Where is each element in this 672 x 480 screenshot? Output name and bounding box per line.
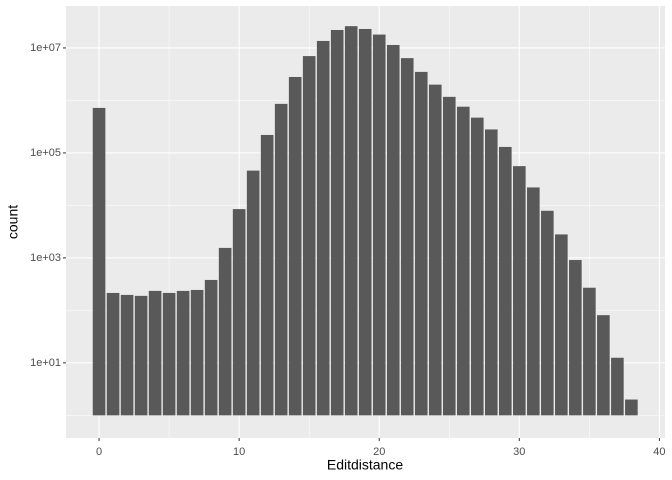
- y-tick-label: 1e+05: [30, 147, 61, 159]
- bar: [597, 315, 610, 416]
- bar: [288, 76, 302, 416]
- x-axis-title: Editdistance: [327, 457, 403, 473]
- bar: [611, 357, 624, 416]
- bar: [344, 26, 358, 416]
- bar: [92, 107, 106, 416]
- bar: [513, 166, 526, 416]
- x-tick-label: 40: [653, 446, 665, 458]
- x-tick-label: 10: [233, 446, 245, 458]
- bar: [414, 71, 428, 416]
- bar: [583, 287, 596, 416]
- x-tick-label: 30: [513, 446, 525, 458]
- bar: [442, 96, 456, 416]
- bar: [106, 292, 120, 416]
- y-tick-label: 1e+01: [30, 357, 61, 369]
- bar: [470, 117, 484, 416]
- bar: [569, 260, 582, 416]
- bar: [428, 84, 442, 416]
- bar: [400, 58, 414, 416]
- bar: [190, 289, 204, 416]
- y-tick-label: 1e+03: [30, 252, 61, 264]
- bar: [330, 29, 344, 416]
- x-tick-label: 0: [96, 446, 102, 458]
- bar: [148, 290, 162, 416]
- y-axis-title: count: [5, 205, 21, 239]
- bar: [302, 56, 316, 416]
- bar: [162, 292, 176, 416]
- bar: [625, 399, 638, 416]
- bar: [274, 103, 288, 416]
- bar: [456, 106, 470, 416]
- bar: [527, 187, 540, 416]
- bar: [246, 170, 260, 416]
- bar: [372, 34, 386, 416]
- bar: [499, 146, 512, 416]
- bar: [232, 209, 246, 416]
- bar: [358, 28, 372, 416]
- bar: [484, 129, 498, 416]
- bar: [218, 247, 232, 416]
- bar: [541, 210, 554, 416]
- y-tick-label: 1e+07: [30, 42, 61, 54]
- bar: [134, 295, 148, 416]
- bar: [316, 40, 330, 416]
- bar: [176, 290, 190, 416]
- bar: [555, 234, 568, 416]
- bar: [204, 279, 218, 416]
- bar: [120, 294, 134, 416]
- x-tick-label: 20: [373, 446, 385, 458]
- bar: [260, 134, 274, 416]
- bar: [386, 44, 400, 416]
